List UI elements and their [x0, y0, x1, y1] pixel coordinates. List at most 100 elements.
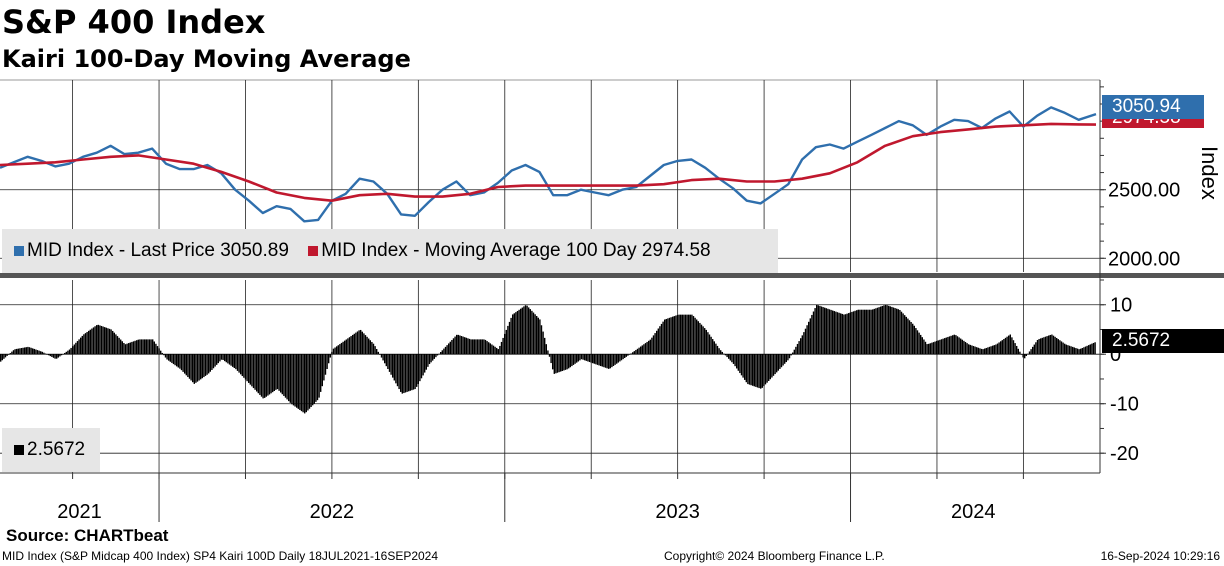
kairi-bar	[843, 314, 845, 355]
kairi-bar	[459, 335, 461, 355]
kairi-bar	[470, 339, 472, 355]
kairi-bar	[652, 335, 655, 355]
kairi-bar	[454, 336, 456, 355]
kairi-bar	[1030, 349, 1032, 355]
kairi-bar	[492, 345, 495, 355]
kairi-bar	[851, 311, 853, 355]
legend-swatch-price	[14, 245, 24, 256]
price-lines	[0, 106, 1097, 223]
kairi-bar	[670, 317, 672, 355]
kairi-bar	[742, 354, 744, 378]
kairi-bar	[171, 354, 173, 363]
kairi-bar	[416, 354, 418, 387]
kairi-bar	[945, 337, 947, 355]
kairi-bar	[1068, 345, 1071, 355]
kairi-bar	[921, 337, 923, 355]
kairi-bar	[259, 354, 261, 395]
kairi-bar	[536, 315, 538, 355]
kairi-bar	[352, 334, 354, 355]
kairi-bar	[1062, 342, 1064, 355]
kairi-bar	[364, 335, 367, 355]
kairi-bar	[737, 354, 739, 371]
kairi-bar	[225, 354, 227, 363]
kairi-bar	[1057, 339, 1059, 355]
kairi-bar	[545, 344, 547, 355]
kairi-bar	[984, 348, 986, 355]
kairi-bar	[944, 338, 946, 355]
kairi-bar	[1080, 348, 1082, 355]
kairi-bar	[680, 314, 682, 355]
kairi-bar	[374, 346, 376, 355]
kairi-bar	[512, 314, 514, 355]
kairi-bar	[296, 354, 298, 408]
kairi-bar	[35, 349, 37, 355]
kairi-bar	[334, 347, 336, 355]
kairi-bar	[548, 354, 551, 357]
kairi-bar	[214, 354, 216, 367]
kairi-bar	[408, 354, 410, 392]
kairi-bar	[878, 307, 880, 355]
kairi-bar	[971, 345, 973, 355]
kairi-bar	[350, 336, 352, 355]
kairi-bar	[137, 339, 139, 355]
kairi-bar	[649, 339, 651, 355]
kairi-bar	[859, 309, 861, 355]
kairi-bar	[172, 354, 175, 365]
kairi-bar	[168, 354, 170, 361]
kairi-bar	[497, 349, 499, 355]
kairi-bar	[211, 354, 213, 370]
kairi-bar	[924, 341, 927, 355]
kairi-bar	[342, 341, 344, 355]
kairi-bar	[81, 335, 83, 355]
kairi-bar	[952, 335, 954, 355]
kairi-bar	[1040, 338, 1042, 355]
chart-subtitle: Kairi 100-Day Moving Average	[2, 45, 411, 73]
kairi-bar	[974, 346, 976, 355]
kairi-bar	[185, 354, 187, 376]
kairi-bar	[97, 324, 99, 355]
kairi-bar	[750, 354, 752, 386]
kairi-bar	[209, 354, 211, 372]
kairi-bar	[849, 312, 851, 355]
kairi-bar	[401, 354, 403, 394]
kairi-bar	[448, 343, 450, 355]
kairi-bar	[422, 354, 424, 376]
kairi-bar	[931, 342, 933, 355]
price-value-tag: 3050.94	[1102, 95, 1204, 119]
kairi-bar	[292, 354, 295, 406]
kairi-bar	[302, 354, 304, 413]
kairi-bar	[915, 328, 917, 355]
kairi-bar	[281, 354, 283, 395]
kairi-bar	[1070, 346, 1072, 355]
legend-ma-label: MID Index - Moving Average 100 Day 2974.…	[321, 240, 711, 261]
kairi-bar	[48, 354, 50, 356]
kairi-bar	[651, 337, 653, 355]
kairi-bar	[14, 349, 16, 355]
x-tick-label: 2021	[57, 501, 102, 523]
kairi-bar	[16, 348, 18, 355]
kairi-bar	[190, 354, 192, 381]
kairi-bar	[108, 328, 111, 355]
kairi-bar	[403, 354, 405, 394]
kairi-bar	[710, 336, 712, 355]
kairi-bar	[587, 354, 589, 362]
kairi-bar	[248, 354, 250, 383]
kairi-bar	[753, 354, 755, 387]
kairi-bar	[345, 339, 347, 355]
kairi-bar	[91, 328, 93, 355]
kairi-bar	[236, 354, 239, 371]
kairi-bar	[188, 354, 191, 379]
kairi-bar	[633, 351, 635, 355]
kairi-bar	[955, 335, 957, 355]
kairi-bar	[192, 354, 194, 383]
kairi-bar	[747, 354, 749, 385]
kairi-bar	[435, 354, 437, 358]
kairi-bar	[484, 339, 487, 355]
kairi-bar	[244, 354, 247, 380]
kairi-bar	[883, 305, 885, 355]
footer-left: MID Index (S&P Midcap 400 Index) SP4 Kai…	[2, 549, 439, 563]
kairi-bar	[844, 314, 847, 355]
kairi-bar	[174, 354, 176, 366]
kairi-bar	[443, 348, 445, 355]
kairi-bar	[1044, 336, 1047, 355]
